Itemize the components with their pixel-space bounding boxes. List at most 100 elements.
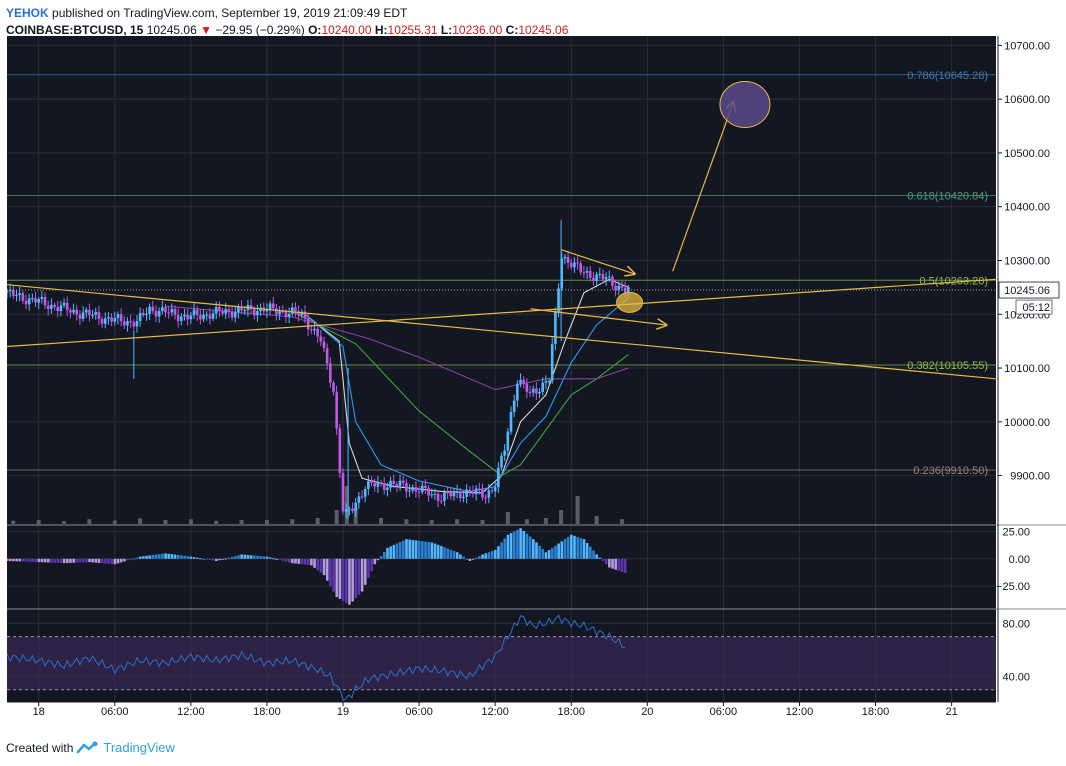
candle-body — [233, 312, 237, 318]
candle-body — [601, 273, 605, 280]
histogram-bar — [281, 558, 285, 561]
histogram-bar — [234, 556, 237, 559]
histogram-bar — [449, 549, 453, 559]
candle-body — [474, 488, 478, 495]
candle-body — [620, 285, 624, 288]
histogram-bar — [208, 558, 212, 560]
chart-canvas[interactable]: 0.786(10645.28) 0.618(10420.84) 0.5(10263.… — [0, 36, 1066, 736]
histogram-bar — [373, 558, 377, 565]
candle-body — [576, 262, 579, 264]
candle-body — [449, 492, 453, 497]
candle-body — [509, 411, 513, 432]
histogram-bar — [478, 556, 481, 559]
macd-axis-label: 25.00 — [1002, 526, 1030, 538]
target-ellipse — [719, 81, 771, 129]
candle-body — [268, 303, 272, 310]
footer: Created with TradingView — [6, 740, 175, 755]
down-triangle-icon: ▼ — [200, 23, 212, 37]
histogram-bar — [516, 529, 519, 559]
histogram-bar — [253, 555, 256, 559]
histogram-bar — [611, 558, 614, 569]
histogram-bar — [503, 538, 507, 559]
histogram-bar — [417, 540, 421, 559]
histogram-bar — [199, 558, 202, 560]
histogram-bar — [310, 558, 313, 566]
last-price: 10245.06 — [146, 23, 197, 37]
author-name[interactable]: YEHOK — [6, 6, 49, 20]
histogram-bar — [110, 558, 114, 564]
volume-bar — [429, 520, 434, 524]
plot-background — [7, 36, 996, 702]
candle-body — [189, 315, 193, 320]
histogram-bar — [126, 558, 129, 561]
candle-body — [119, 314, 123, 322]
tradingview-brand[interactable]: TradingView — [103, 740, 175, 755]
candle-body — [335, 391, 338, 429]
histogram-bar — [40, 558, 44, 563]
histogram-bar — [116, 558, 120, 564]
candle-body — [471, 491, 475, 495]
candle-body — [528, 391, 532, 393]
volume-bar — [163, 520, 168, 524]
candle-body — [497, 467, 500, 488]
tradingview-logo-icon — [77, 741, 98, 753]
histogram-bar — [329, 558, 332, 587]
countdown-tag — [1015, 299, 1053, 315]
candle-body — [72, 309, 75, 313]
histogram-bar — [421, 541, 424, 559]
candle-body — [157, 311, 161, 317]
histogram-bar — [300, 558, 304, 565]
histogram-bar — [59, 558, 63, 564]
candle-body — [522, 379, 525, 384]
candle-body — [595, 274, 598, 281]
candle-body — [31, 298, 34, 300]
histogram-bar — [47, 558, 50, 563]
candle-body — [110, 317, 113, 322]
candle-body — [363, 488, 367, 497]
histogram-bar — [414, 540, 418, 559]
histogram-bar — [595, 554, 598, 559]
candle-body — [249, 305, 253, 310]
histogram-bar — [446, 548, 450, 559]
candle-body — [439, 500, 443, 502]
candle-body — [395, 484, 399, 486]
histogram-bar — [107, 558, 110, 564]
histogram-bar — [88, 558, 91, 563]
candle-body — [493, 487, 497, 492]
histogram-bar — [78, 558, 82, 563]
histogram-bar — [164, 553, 167, 559]
volume-bar — [379, 518, 384, 524]
histogram-bar — [319, 558, 323, 573]
histogram-bar — [509, 533, 513, 559]
candle-body — [436, 493, 440, 501]
volume-bar — [559, 510, 564, 524]
candle-body — [414, 487, 418, 492]
price-pane: 0.786(10645.28) 0.618(10420.84) 0.5(10263.… — [7, 70, 996, 524]
candle-body — [313, 328, 316, 331]
histogram-bar — [142, 556, 145, 559]
histogram-bar — [528, 536, 532, 559]
histogram-bar — [306, 558, 310, 565]
histogram-bar — [452, 551, 456, 559]
candle-body — [443, 492, 446, 501]
histogram-bar — [459, 554, 462, 559]
price-axis-label: 10500.00 — [1004, 148, 1050, 160]
volume-bar — [334, 510, 339, 524]
candle-body — [202, 314, 205, 320]
histogram-bar — [221, 558, 224, 560]
candle-body — [408, 490, 411, 492]
candle-body — [398, 480, 402, 486]
candle-body — [370, 481, 373, 484]
volume-bar — [188, 519, 193, 524]
histogram-bar — [443, 547, 446, 559]
candle-body — [382, 483, 386, 491]
histogram-bar — [237, 555, 240, 559]
candle-body — [582, 272, 586, 274]
candle-body — [218, 306, 221, 312]
histogram-bar — [563, 539, 567, 559]
histogram-bar — [287, 558, 291, 563]
histogram-bar — [154, 554, 158, 559]
candle-body — [325, 348, 329, 364]
histogram-bar — [544, 552, 548, 559]
histogram-bar — [313, 558, 316, 568]
